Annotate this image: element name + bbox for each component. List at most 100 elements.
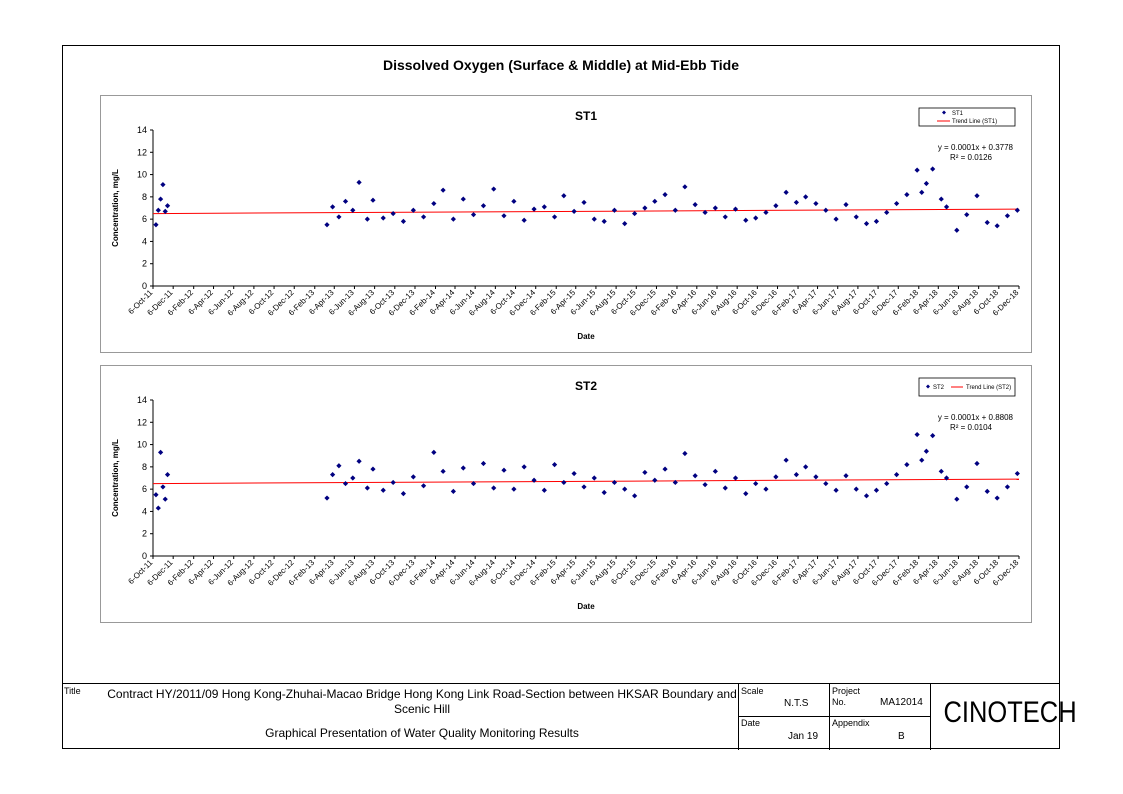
data-point xyxy=(763,486,769,492)
data-point xyxy=(954,227,960,233)
data-point xyxy=(336,463,342,469)
data-point xyxy=(622,486,628,492)
data-point xyxy=(919,457,925,463)
legend-box xyxy=(918,377,1016,397)
data-point xyxy=(702,482,708,488)
y-axis-label: Concentration, mg/L xyxy=(111,169,120,247)
y-tick-label: 6 xyxy=(142,214,147,224)
legend-label-series: ST1 xyxy=(952,111,964,117)
data-point xyxy=(531,206,537,212)
data-point xyxy=(601,489,607,496)
data-point xyxy=(923,448,929,454)
data-point xyxy=(773,203,779,209)
data-point xyxy=(470,480,477,487)
data-point xyxy=(158,196,164,202)
data-point xyxy=(984,488,990,494)
data-point xyxy=(682,450,688,457)
trend-equation: y = 0.0001x + 0.3778 xyxy=(938,143,1014,152)
data-point xyxy=(712,205,718,211)
project-no-label: No. xyxy=(832,697,847,707)
data-point xyxy=(162,208,168,214)
y-tick-label: 2 xyxy=(142,529,147,539)
data-point xyxy=(702,209,708,216)
chart-title: ST1 xyxy=(575,109,597,123)
data-point xyxy=(692,473,698,479)
data-point xyxy=(541,204,547,210)
data-point xyxy=(692,202,698,208)
data-point xyxy=(743,217,749,223)
data-point xyxy=(642,469,648,476)
data-point xyxy=(164,203,171,209)
data-point xyxy=(662,466,668,472)
data-point xyxy=(450,488,456,494)
data-point xyxy=(531,477,537,483)
data-point xyxy=(919,189,925,195)
data-point xyxy=(732,475,739,481)
data-point xyxy=(843,202,849,208)
data-point xyxy=(410,474,416,480)
legend: ST2 Trend Line (ST2) xyxy=(918,377,1016,397)
cinotech-logo: CINOTECH xyxy=(943,696,1077,729)
y-tick-label: 4 xyxy=(142,506,147,516)
data-point xyxy=(773,474,779,480)
contract-title: Contract HY/2011/09 Hong Kong-Zhuhai-Mac… xyxy=(107,687,737,716)
scale-value: N.T.S xyxy=(784,698,809,709)
data-point xyxy=(420,214,427,220)
data-point xyxy=(632,493,638,499)
data-point xyxy=(155,207,161,213)
data-point xyxy=(501,213,507,219)
data-point xyxy=(601,218,607,224)
y-tick-label: 0 xyxy=(142,551,147,561)
data-point xyxy=(480,460,487,467)
data-point xyxy=(894,472,900,478)
data-point xyxy=(480,203,487,209)
data-point xyxy=(894,200,900,207)
data-point xyxy=(370,197,376,203)
y-tick-label: 6 xyxy=(142,484,147,494)
data-point xyxy=(370,466,376,472)
data-point xyxy=(356,179,362,185)
data-point xyxy=(491,186,497,192)
data-point xyxy=(793,199,799,206)
page-frame xyxy=(62,45,1060,749)
data-point xyxy=(501,467,507,473)
data-point xyxy=(450,216,456,222)
scale-label: Scale xyxy=(741,686,764,696)
data-point xyxy=(521,464,527,470)
chart-panel-st2: ST2 0 2 4 6 8 10 12 14 6-Oct-11 6-Dec-11 6-Feb-12 6-… xyxy=(100,365,1032,623)
data-point xyxy=(330,204,336,210)
data-point xyxy=(561,479,567,486)
data-point xyxy=(994,495,1000,501)
date-value: Jan 19 xyxy=(788,731,819,742)
data-point xyxy=(470,212,477,218)
data-point xyxy=(356,458,362,464)
data-point xyxy=(923,180,929,187)
data-point xyxy=(904,192,910,198)
data-point xyxy=(682,184,688,190)
chart-title: ST2 xyxy=(575,379,597,393)
trend-r2: R² = 0.0104 xyxy=(950,423,993,432)
trend-equation: y = 0.0001x + 0.8808 xyxy=(938,413,1014,422)
data-point xyxy=(974,193,980,199)
data-point xyxy=(431,449,437,455)
data-point xyxy=(364,216,370,222)
data-point xyxy=(551,214,558,220)
legend-label-trend: Trend Line (ST2) xyxy=(966,385,1011,391)
data-point xyxy=(914,167,920,173)
data-point xyxy=(954,496,960,502)
appendix-value: B xyxy=(898,731,905,742)
data-point xyxy=(581,484,587,490)
legend-label-series: ST2 xyxy=(933,385,945,391)
divider xyxy=(738,716,930,717)
data-point xyxy=(843,473,849,479)
data-point xyxy=(571,208,577,214)
appendix-label: Appendix xyxy=(832,718,870,728)
data-point xyxy=(153,492,159,498)
data-point xyxy=(873,487,880,493)
data-point xyxy=(460,465,466,471)
data-point xyxy=(652,477,658,483)
data-point xyxy=(400,491,407,497)
data-point xyxy=(632,210,638,217)
data-point xyxy=(511,486,517,492)
page-title: Dissolved Oxygen (Surface & Middle) at M… xyxy=(382,57,740,73)
